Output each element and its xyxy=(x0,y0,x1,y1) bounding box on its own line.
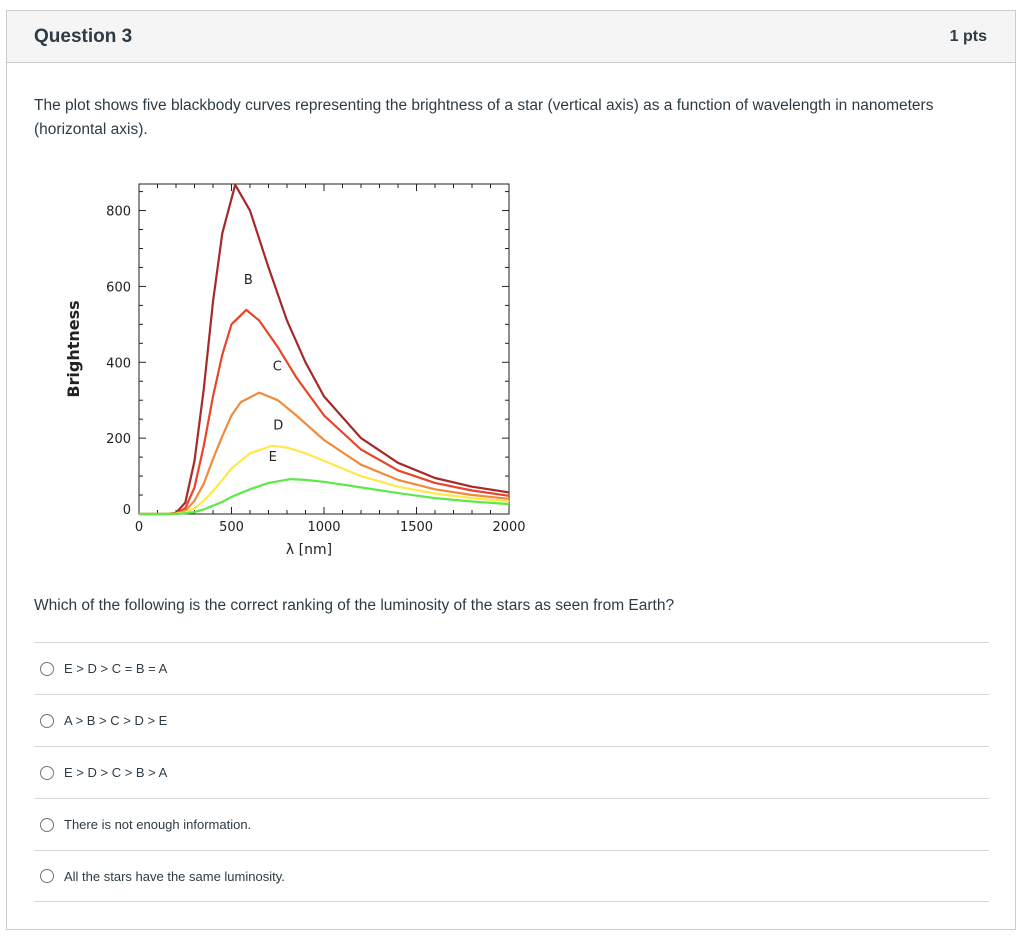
radio-button[interactable] xyxy=(40,765,54,780)
question-text: The plot shows five blackbody curves rep… xyxy=(34,97,934,138)
x-axis-label: λ [nm] xyxy=(286,542,332,558)
y-tick-label: 0 xyxy=(123,503,131,518)
series-label-a: A xyxy=(271,181,280,185)
series-line-b xyxy=(139,308,510,516)
y-tick-label: 200 xyxy=(106,432,131,447)
question-title: Question 3 xyxy=(34,25,133,47)
y-tick-label: 800 xyxy=(106,205,131,220)
answer-option[interactable]: There is not enough information. xyxy=(34,798,989,850)
blackbody-plot: 0 500 1000 1500 2000 0 200 400 600 800 λ [nm] Brigh… xyxy=(64,181,526,558)
answer-label: E > D > C = B = A xyxy=(64,661,168,676)
x-tick-label: 1500 xyxy=(400,520,433,535)
x-tick-label: 1000 xyxy=(307,520,340,535)
answer-option[interactable]: E > D > C = B = A xyxy=(34,642,989,694)
series-line-c xyxy=(139,391,510,516)
series-label-b: B xyxy=(244,273,253,288)
x-tick-label: 500 xyxy=(219,520,244,535)
question-points: 1 pts xyxy=(949,27,987,45)
radio-button[interactable] xyxy=(40,661,54,676)
series-label-c: C xyxy=(273,360,282,375)
radio-button[interactable] xyxy=(40,817,54,832)
y-tick-label: 400 xyxy=(106,356,131,371)
answer-list: E > D > C = B = A A > B > C > D > E E > … xyxy=(34,642,989,902)
radio-button[interactable] xyxy=(40,713,54,728)
question-card: Question 3 1 pts The plot shows five bla… xyxy=(6,10,1016,930)
series-line-e xyxy=(139,478,510,516)
series-line-a xyxy=(139,183,510,516)
answer-label: A > B > C > D > E xyxy=(64,713,168,728)
answer-label: There is not enough information. xyxy=(64,817,252,832)
answer-option[interactable]: All the stars have the same luminosity. xyxy=(34,850,989,902)
question-header: Question 3 1 pts xyxy=(7,11,1015,63)
y-tick-label: 600 xyxy=(106,280,131,295)
radio-button[interactable] xyxy=(40,869,54,883)
answer-label: All the stars have the same luminosity. xyxy=(64,868,285,884)
y-axis-label: Brightness xyxy=(64,300,83,397)
answer-option[interactable]: E > D > C > B > A xyxy=(34,746,989,798)
answer-label: E > D > C > B > A xyxy=(64,765,168,780)
x-tick-label: 2000 xyxy=(492,520,525,535)
x-tick-label: 0 xyxy=(135,520,143,535)
series-label-d: D xyxy=(273,419,283,434)
series-label-e: E xyxy=(269,450,277,465)
question-prompt: Which of the following is the correct ra… xyxy=(34,597,675,614)
answer-option[interactable]: A > B > C > D > E xyxy=(34,694,989,746)
